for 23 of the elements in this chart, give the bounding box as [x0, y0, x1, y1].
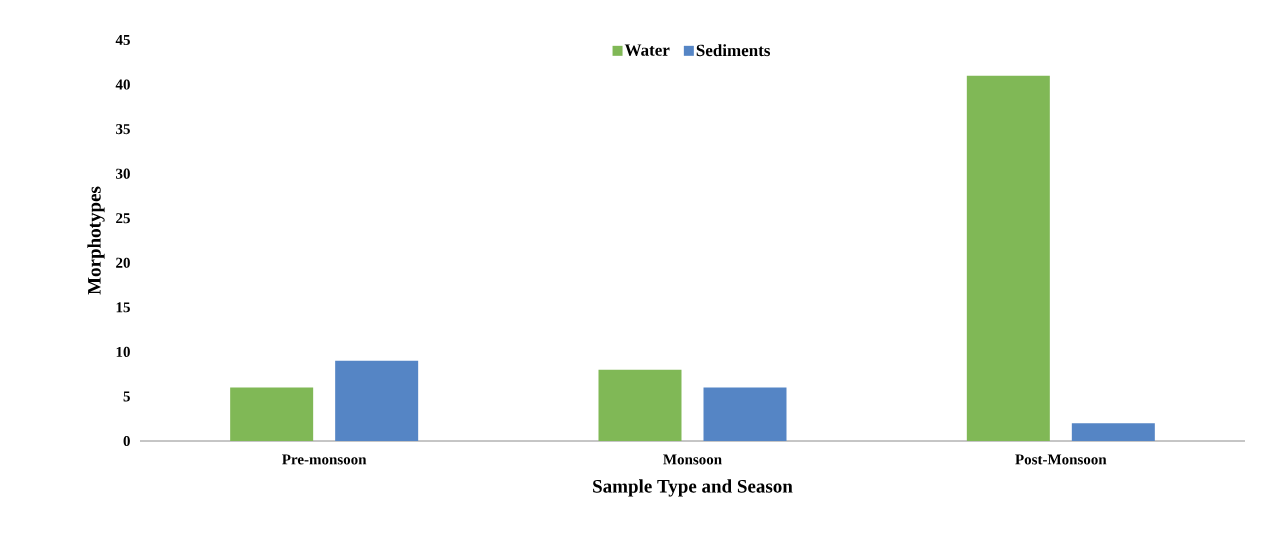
y-tick-label: 10 — [116, 346, 130, 357]
legend-label: Water — [624, 44, 670, 56]
y-tick-label: 5 — [123, 391, 130, 402]
bar — [1071, 423, 1155, 441]
y-tick-label: 0 — [123, 435, 130, 447]
y-tick-label: 30 — [116, 168, 130, 179]
x-tick-label: Post-Monsoon — [1015, 454, 1107, 465]
x-tick-label: Pre-monsoon — [282, 454, 367, 465]
bar — [335, 360, 419, 441]
x-axis-title: Sample Type and Season — [593, 479, 793, 497]
y-tick-label: 40 — [115, 79, 130, 90]
y-tick-label: 45 — [115, 34, 130, 45]
bar — [703, 387, 787, 441]
y-tick-label: 25 — [116, 213, 130, 224]
y-tick-label: 20 — [116, 257, 130, 268]
bar — [230, 387, 314, 441]
legend-label: Sediments — [696, 44, 771, 57]
y-axis-title: Morphotypes — [87, 186, 105, 295]
x-tick-label: Monsoon — [663, 454, 722, 465]
bar — [966, 75, 1050, 441]
bar — [598, 369, 682, 441]
y-tick-label: 35 — [116, 124, 130, 135]
y-tick-label: 15 — [116, 302, 130, 313]
